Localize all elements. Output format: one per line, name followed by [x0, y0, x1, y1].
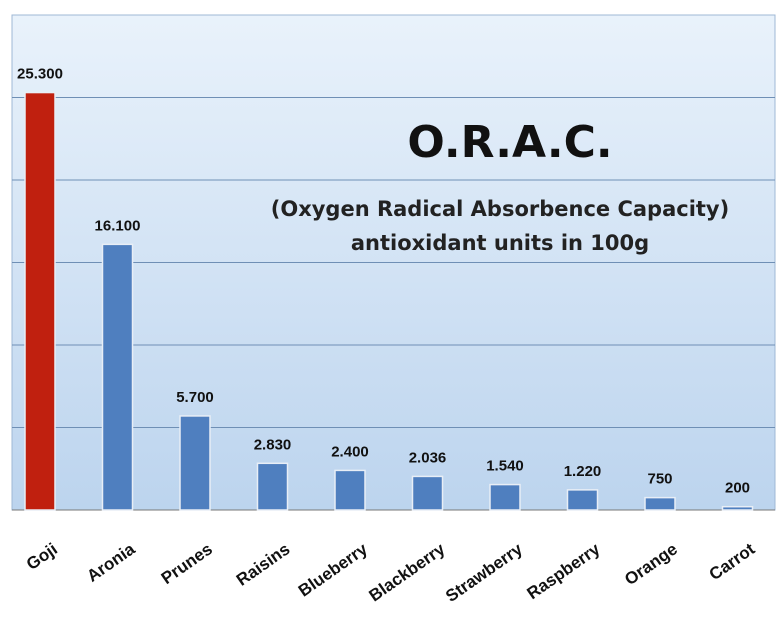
bar	[101, 243, 134, 511]
value-label: 750	[647, 471, 672, 488]
value-label: 200	[725, 480, 750, 497]
x-tick-label: Strawberry	[442, 539, 526, 606]
value-label: 25.300	[17, 66, 63, 83]
bar	[24, 91, 56, 511]
value-label: 2.400	[331, 443, 369, 460]
bar	[334, 469, 366, 511]
value-label: 5.700	[176, 389, 214, 406]
x-tick-label: Prunes	[158, 539, 216, 588]
x-tick-label: Carrot	[706, 539, 759, 584]
bar	[489, 483, 521, 511]
value-label: 1.540	[486, 458, 524, 475]
value-label: 16.100	[95, 217, 141, 234]
bar	[411, 475, 444, 511]
bar	[721, 505, 754, 511]
x-tick-label: Aronia	[83, 539, 138, 586]
x-tick-label: Orange	[621, 539, 681, 589]
chart-title: O.R.A.C.	[407, 117, 612, 168]
bar	[256, 462, 289, 511]
x-tick-label: Blackberry	[365, 539, 448, 605]
value-label: 1.220	[564, 463, 602, 480]
x-tick-label: Raisins	[233, 539, 293, 589]
chart-subtitle: (Oxygen Radical Absorbence Capacity)	[271, 197, 729, 221]
bar	[179, 415, 211, 511]
bar	[644, 496, 676, 511]
chart-subtitle: antioxidant units in 100g	[351, 231, 649, 255]
value-label: 2.830	[254, 436, 292, 453]
bar	[566, 489, 599, 511]
value-label: 2.036	[409, 449, 447, 466]
x-tick-label: Blueberry	[295, 539, 371, 600]
x-tick-label: Goji	[23, 539, 61, 574]
x-tick-label: Raspberry	[524, 539, 604, 603]
